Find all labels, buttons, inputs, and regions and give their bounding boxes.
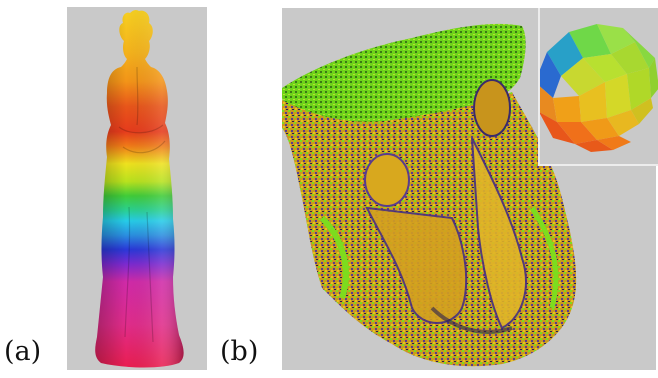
- panel-b-label: (b): [220, 336, 259, 367]
- panel-a-label: (a): [4, 336, 42, 367]
- panel-a-statue: [67, 7, 207, 370]
- statue-figure: [95, 9, 184, 368]
- relief-figure: [282, 23, 577, 367]
- panel-b-relief: [282, 8, 656, 370]
- normal-sphere-inset: [538, 8, 658, 166]
- relief-top-slab: [282, 23, 526, 125]
- normal-sphere: [540, 24, 658, 152]
- figure-head-right: [473, 79, 511, 137]
- figure-head-left: [364, 153, 410, 207]
